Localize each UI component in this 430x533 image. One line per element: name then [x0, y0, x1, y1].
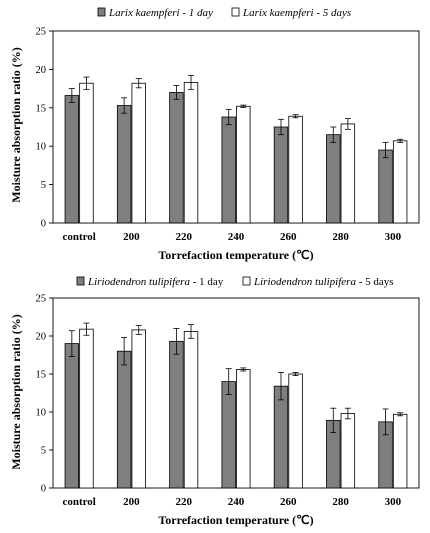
- legend-label-5-days: Larix kaempferi - 5 days: [242, 7, 351, 19]
- y-axis-title: Moisture absorption ratio (%): [9, 47, 23, 202]
- x-tick-label: 300: [385, 231, 402, 243]
- y-tick-label: 25: [36, 294, 47, 305]
- bar-1-day: [64, 343, 80, 489]
- y-axis-title: Moisture absorption ratio (%): [9, 314, 23, 469]
- chart-liriodendron: Liriodendron tulipifera - 1 day Lirioden…: [9, 276, 420, 527]
- x-axis-title: Torrefaction temperature (℃): [158, 513, 313, 527]
- bar-1-day: [221, 116, 236, 224]
- y-tick-label: 15: [36, 103, 47, 114]
- x-tick-label: 220: [175, 231, 192, 243]
- bar-5-days: [131, 329, 146, 489]
- x-tick-label: 240: [228, 231, 245, 243]
- y-tick-label: 15: [36, 370, 47, 381]
- bar-1-day: [116, 105, 132, 224]
- bar-5-days: [340, 413, 356, 489]
- y-tick-label: 20: [36, 65, 47, 76]
- bar-5-days: [392, 140, 408, 224]
- y-tick-label: 20: [36, 332, 47, 343]
- bar-5-days: [340, 123, 356, 224]
- legend: Liriodendron tulipifera - 1 day Lirioden…: [76, 276, 394, 288]
- bar-5-days: [183, 331, 199, 489]
- chart-larix: Larix kaempferi - 1 day Larix kaempferi …: [9, 7, 420, 262]
- bar-5-days: [236, 369, 251, 489]
- bar-5-days: [288, 373, 303, 489]
- y-tick-label: 5: [41, 446, 46, 457]
- y-tick-label: 0: [41, 219, 46, 230]
- bar-1-day: [378, 149, 393, 224]
- bar-1-day: [116, 350, 132, 489]
- bar-5-days: [79, 82, 94, 224]
- legend: Larix kaempferi - 1 day Larix kaempferi …: [97, 7, 351, 19]
- bar-1-day: [273, 385, 289, 489]
- y-tick-label: 25: [36, 27, 47, 38]
- plot-frame: [52, 297, 420, 489]
- x-tick-label: control: [62, 496, 95, 508]
- bar-5-days: [183, 82, 199, 224]
- legend-swatch-1-day: [76, 276, 85, 286]
- bar-1-day: [169, 340, 184, 489]
- bar-1-day: [221, 381, 236, 489]
- bar-5-days: [392, 413, 408, 489]
- x-tick-label: 200: [123, 496, 140, 508]
- bar-1-day: [273, 126, 289, 224]
- x-tick-label: 280: [332, 231, 349, 243]
- x-tick-label: 240: [228, 496, 245, 508]
- legend-swatch-5-days: [231, 7, 240, 17]
- bar-5-days: [131, 82, 146, 224]
- bar-1-day: [169, 92, 184, 224]
- x-axis-title: Torrefaction temperature (℃): [158, 248, 313, 262]
- bar-5-days: [236, 105, 251, 224]
- x-tick-label: 200: [123, 231, 140, 243]
- bar-1-day: [64, 95, 80, 224]
- legend-label-1-day: Liriodendron tulipifera - 1 day: [87, 276, 224, 288]
- y-tick-label: 10: [36, 408, 47, 419]
- plot-area: 0 5 10 15 20 25 control 200 220 240 260 280 300: [36, 27, 420, 243]
- y-tick-label: 0: [41, 484, 46, 495]
- x-tick-label: 220: [175, 496, 192, 508]
- legend-swatch-5-days: [242, 276, 251, 286]
- legend-label-1-day: Larix kaempferi - 1 day: [108, 7, 213, 19]
- plot-frame: [52, 30, 420, 224]
- x-tick-label: 300: [385, 496, 402, 508]
- legend-swatch-1-day: [97, 7, 106, 17]
- y-tick-label: 10: [36, 142, 47, 153]
- x-tick-label: 280: [332, 496, 349, 508]
- legend-label-5-days: Liriodendron tulipifera - 5 days: [253, 276, 394, 288]
- x-tick-label: control: [62, 231, 95, 243]
- bar-5-days: [288, 115, 303, 224]
- bar-1-day: [326, 134, 341, 224]
- x-tick-label: 260: [280, 231, 297, 243]
- bar-5-days: [79, 328, 94, 489]
- x-tick-label: 260: [280, 496, 297, 508]
- plot-area: 0 5 10 15 20 25 control 200 220 240 260 280 300: [36, 294, 420, 508]
- y-tick-label: 5: [41, 180, 46, 191]
